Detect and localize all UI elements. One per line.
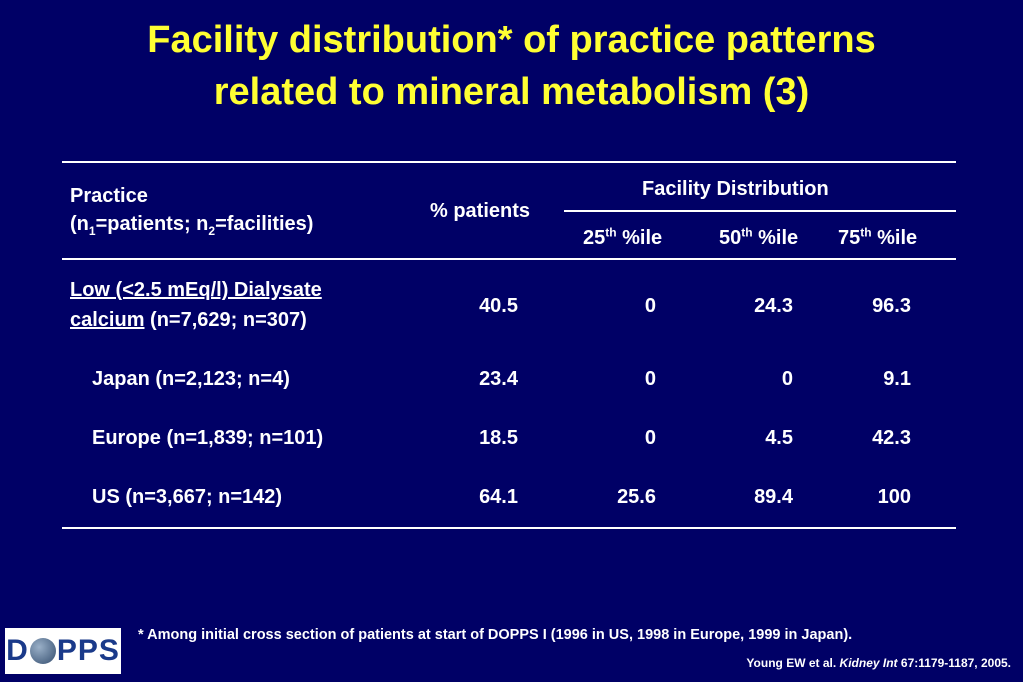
row-dialysate-p50: 24.3 [754,295,793,317]
row-europe-p25: 0 [644,427,656,449]
globe-icon [29,638,56,664]
slide-title: Facility distribution* of practice patte… [0,14,1023,118]
title-line-1: Facility distribution* of practice patte… [147,19,876,61]
row-dialysate-percent: 40.5 [479,295,518,317]
row-japan-p50: 0 [781,368,793,390]
row-dialysate-label-line2: calcium (n=7,629; n=307) [70,309,307,331]
header-practice-detail: (n1=patients; n2=facilities) [70,213,314,238]
row-dialysate-label-line1: Low (<2.5 mEq/l) Dialysate [70,279,322,301]
header-50th-percentile: 50th %ile [719,225,799,249]
row-japan-percent: 23.4 [479,368,518,390]
table-top-rule [62,161,956,163]
row-us-p50: 89.4 [754,486,793,508]
header-practice: Practice [70,185,148,207]
row-us-p75: 100 [877,486,911,508]
facility-distribution-rule [564,210,956,212]
dopps-logo: D PPS [5,628,121,674]
header-bottom-rule [62,258,956,260]
header-percent-patients: % patients [430,200,531,222]
row-us-percent: 64.1 [479,486,518,508]
row-japan-label: Japan (n=2,123; n=4) [92,368,290,390]
header-facility-distribution: Facility Distribution [642,178,829,200]
title-line-2: related to mineral metabolism (3) [213,71,810,113]
header-25th-percentile: 25th %ile [583,225,663,249]
citation: Young EW et al. Kidney Int 67:1179-1187,… [746,656,1011,670]
row-dialysate-p25: 0 [644,295,656,317]
header-75th-percentile: 75th %ile [838,225,918,249]
row-europe-label: Europe (n=1,839; n=101) [92,427,324,449]
row-japan-p25: 0 [644,368,656,390]
row-europe-p75: 42.3 [872,427,911,449]
table-bottom-rule [62,527,956,529]
footnote: * Among initial cross section of patient… [138,627,853,643]
row-dialysate-p75: 96.3 [872,295,911,317]
row-japan-p75: 9.1 [883,368,911,390]
row-europe-percent: 18.5 [479,427,518,449]
row-us-p25: 25.6 [617,486,656,508]
row-europe-p50: 4.5 [765,427,793,449]
row-us-label: US (n=3,667; n=142) [92,486,283,508]
